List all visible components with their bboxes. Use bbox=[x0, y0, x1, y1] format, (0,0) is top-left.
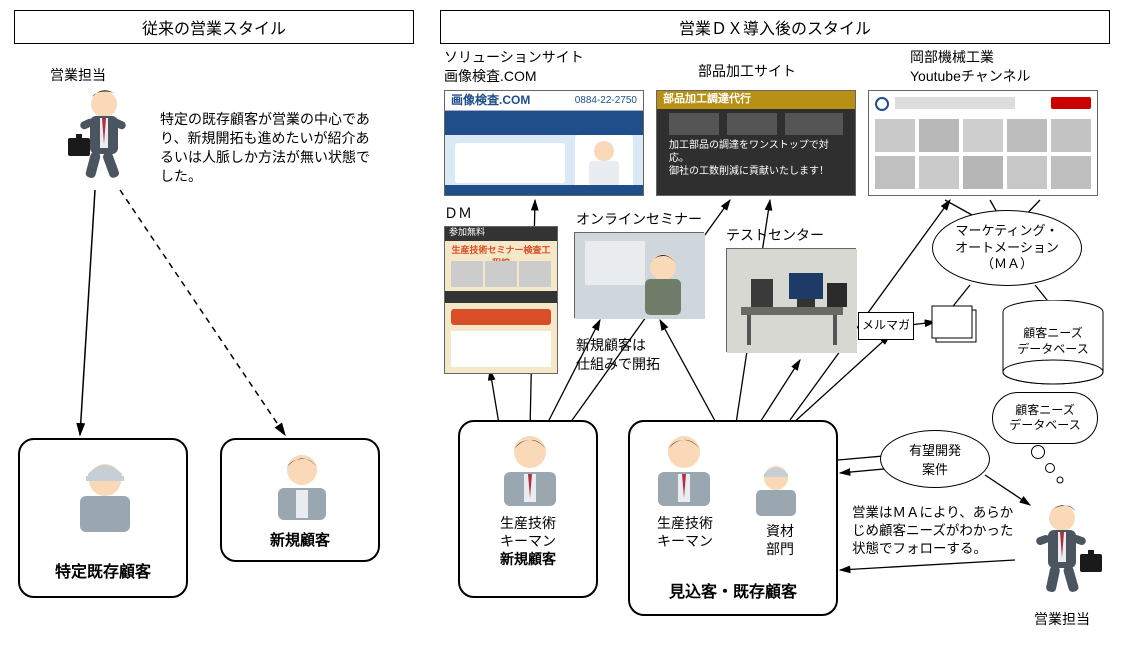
note-newcust: 新規顧客は仕組みで開拓 bbox=[576, 336, 660, 374]
site2-label: 部品加工サイト bbox=[698, 62, 796, 81]
thumb-site1: 画像検査.COM 0884-22-2750 bbox=[444, 90, 644, 196]
seminar-label: オンラインセミナー bbox=[576, 210, 702, 229]
thumb-site3 bbox=[868, 90, 1098, 196]
thumb-dm: 参加無料 生産技術セミナー検査工程編 bbox=[444, 226, 558, 374]
db-icon: 顧客ニーズデータベース bbox=[1000, 300, 1106, 386]
testcenter-label: テストセンター bbox=[726, 226, 824, 245]
right-newcust-box: 生産技術キーマン新規顧客 bbox=[458, 420, 598, 598]
right-title: 営業ＤＸ導入後のスタイル bbox=[440, 10, 1110, 44]
left-existing-label: 特定既存顧客 bbox=[20, 558, 186, 582]
left-title: 従来の営業スタイル bbox=[14, 10, 414, 44]
right-sales-label: 営業担当 bbox=[1012, 610, 1112, 629]
worker-small-icon bbox=[750, 458, 802, 518]
sheet-icon bbox=[930, 302, 984, 346]
ma-note: 営業はＭＡにより、あらかじめ顧客ニーズがわかった状態でフォローする。 bbox=[852, 504, 1020, 559]
thumb-site2: 部品加工調達代行 加工部品の調達をワンストップで対応。 御社の工数削減に貢献いた… bbox=[656, 90, 856, 196]
mailmag-box: メルマガ bbox=[858, 312, 914, 340]
suit-person-icon bbox=[270, 450, 334, 522]
right-lead-box: 生産技術キーマン 資材 部門 見込客・既存顧客 bbox=[628, 420, 838, 616]
lead-keyman-label: 生産技術キーマン bbox=[642, 514, 728, 550]
right-salesman-icon bbox=[1018, 498, 1110, 608]
worker-icon bbox=[70, 454, 140, 534]
site3-label: 岡部機械工業Youtubeチャンネル bbox=[910, 48, 1030, 86]
newcust-lines: 生産技術キーマン新規顧客 bbox=[460, 514, 596, 569]
thought-cloud: 顧客ニーズデータベース bbox=[992, 392, 1098, 444]
suit-person-icon bbox=[650, 430, 718, 508]
suit-person-icon bbox=[496, 430, 564, 508]
site1-label: ソリューションサイト画像検査.COM bbox=[444, 48, 584, 86]
left-new-box: 新規顧客 bbox=[220, 438, 380, 562]
ma-oval: マーケティング・オートメーション（ＭＡ） bbox=[932, 210, 1082, 286]
left-existing-box: 特定既存顧客 bbox=[18, 438, 188, 598]
left-salesman-icon bbox=[52, 84, 152, 194]
opportunity-oval: 有望開発 案件 bbox=[880, 430, 990, 488]
thumb-seminar bbox=[574, 232, 704, 318]
db-label: 顧客ニーズデータベース bbox=[1000, 326, 1106, 357]
left-sales-label: 営業担当 bbox=[50, 66, 106, 85]
left-new-label: 新規顧客 bbox=[222, 529, 378, 550]
lead-material-label: 資材 部門 bbox=[750, 522, 810, 558]
thumb-testcenter bbox=[726, 248, 856, 352]
left-note: 特定の既存顧客が営業の中心であり、新規開拓も進めたいが紹介あるいは人脈しか方法が… bbox=[160, 110, 380, 186]
lead-box-label: 見込客・既存顧客 bbox=[630, 578, 836, 602]
dm-label: ＤＭ bbox=[444, 204, 472, 223]
